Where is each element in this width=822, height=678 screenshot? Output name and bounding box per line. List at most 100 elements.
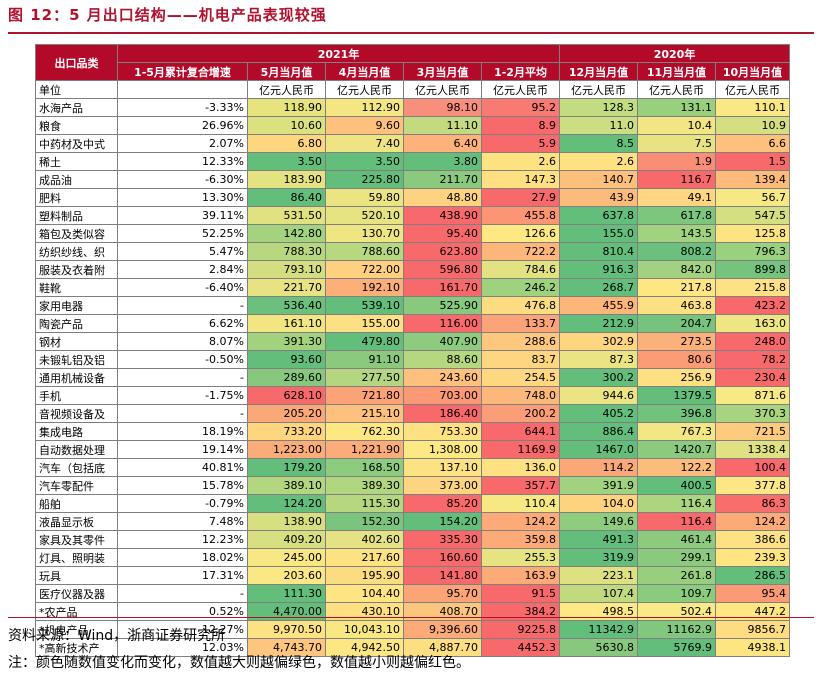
value-cell: 56.7 bbox=[715, 188, 791, 207]
value-cell: 463.8 bbox=[637, 296, 717, 315]
table-row: 灯具、照明装 18.02% 245.00 217.60 160.60 255.3 319.9… bbox=[35, 548, 791, 567]
value-cell: 793.10 bbox=[247, 260, 326, 279]
growth-cell: - bbox=[117, 368, 248, 387]
growth-cell: 5.47% bbox=[117, 242, 248, 261]
value-cell: 461.4 bbox=[637, 530, 717, 549]
value-cell: 110.1 bbox=[715, 98, 791, 117]
header-row-groups: 出口品类 2021年 2020年 bbox=[35, 44, 791, 81]
value-cell: 104.0 bbox=[559, 494, 639, 513]
table-row: 鞋靴 -6.40% 221.70 192.10 161.70 246.2 268.7 217.… bbox=[35, 278, 791, 297]
value-cell: 1420.7 bbox=[637, 440, 717, 459]
value-cell: 9225.8 bbox=[480, 620, 561, 639]
value-cell: 161.10 bbox=[247, 314, 326, 333]
category-name-cell: 成品油 bbox=[35, 170, 118, 189]
value-cell: 277.50 bbox=[325, 368, 404, 387]
export-structure-table: 出口品类 2021年 2020年 1-5月累计复合增速 5月当月值 4月当月值 … bbox=[35, 44, 791, 657]
value-cell: 596.80 bbox=[403, 260, 482, 279]
value-cell: 617.8 bbox=[637, 206, 717, 225]
growth-cell: - bbox=[117, 404, 248, 423]
source-note: 资料来源：Wind，浙商证券研究所 bbox=[8, 628, 226, 644]
column-header: 1-2月平均 bbox=[480, 62, 561, 81]
growth-cell: 18.19% bbox=[117, 422, 248, 441]
table-row: 手机 -1.75% 628.10 721.80 703.00 748.0 944.6 1379… bbox=[35, 386, 791, 405]
value-cell: 125.8 bbox=[715, 224, 791, 243]
value-cell: 5.9 bbox=[480, 134, 561, 153]
category-name-cell: 陶瓷产品 bbox=[35, 314, 118, 333]
value-cell: 168.50 bbox=[325, 458, 404, 477]
value-cell: 59.80 bbox=[325, 188, 404, 207]
value-cell: 370.3 bbox=[715, 404, 791, 423]
value-cell: 104.40 bbox=[325, 584, 404, 603]
value-cell: 767.3 bbox=[637, 422, 717, 441]
value-cell: 438.90 bbox=[403, 206, 482, 225]
value-cell: 447.2 bbox=[715, 602, 791, 621]
value-cell: 6.40 bbox=[403, 134, 482, 153]
value-cell: 160.60 bbox=[403, 548, 482, 567]
value-cell: 1169.9 bbox=[480, 440, 561, 459]
value-cell: 112.90 bbox=[325, 98, 404, 117]
value-cell: 116.7 bbox=[637, 170, 717, 189]
value-cell: 116.00 bbox=[403, 314, 482, 333]
column-header: 4月当月值 bbox=[325, 62, 404, 81]
value-cell: 256.9 bbox=[637, 368, 717, 387]
value-cell: 335.30 bbox=[403, 530, 482, 549]
value-cell: 248.0 bbox=[715, 332, 791, 351]
value-cell: 217.8 bbox=[637, 278, 717, 297]
value-cell: 871.6 bbox=[715, 386, 791, 405]
table-row: 纺织纱线、织 5.47% 788.30 788.60 623.80 722.2 810.4 8… bbox=[35, 242, 791, 261]
value-cell: 377.8 bbox=[715, 476, 791, 495]
growth-cell: 6.62% bbox=[117, 314, 248, 333]
value-cell: 230.4 bbox=[715, 368, 791, 387]
value-cell: 389.30 bbox=[325, 476, 404, 495]
value-cell: 179.20 bbox=[247, 458, 326, 477]
value-cell: 733.20 bbox=[247, 422, 326, 441]
value-cell: 124.20 bbox=[247, 494, 326, 513]
value-cell: 205.20 bbox=[247, 404, 326, 423]
value-cell: 796.3 bbox=[715, 242, 791, 261]
figure-title: 图 12：5 月出口结构——机电产品表现较强 bbox=[8, 6, 327, 24]
value-cell: 788.60 bbox=[325, 242, 404, 261]
growth-cell: 39.11% bbox=[117, 206, 248, 225]
growth-cell: 52.25% bbox=[117, 224, 248, 243]
table-row: 稀土 12.33% 3.50 3.50 3.80 2.6 2.6 1.9 1.5 bbox=[35, 152, 791, 171]
value-cell: 396.8 bbox=[637, 404, 717, 423]
value-cell: 212.9 bbox=[559, 314, 639, 333]
growth-cell: -3.33% bbox=[117, 98, 248, 117]
value-cell: 479.80 bbox=[325, 332, 404, 351]
category-name-cell: 粮食 bbox=[35, 116, 118, 135]
growth-cell: 2.07% bbox=[117, 134, 248, 153]
value-cell: 628.10 bbox=[247, 386, 326, 405]
value-cell: 384.2 bbox=[480, 602, 561, 621]
value-cell: 131.1 bbox=[637, 98, 717, 117]
value-cell: 886.4 bbox=[559, 422, 639, 441]
value-cell: 916.3 bbox=[559, 260, 639, 279]
value-cell: 149.6 bbox=[559, 512, 639, 531]
value-cell: 391.9 bbox=[559, 476, 639, 495]
value-cell: 357.7 bbox=[480, 476, 561, 495]
value-cell: 126.6 bbox=[480, 224, 561, 243]
value-cell: 7.40 bbox=[325, 134, 404, 153]
value-cell: 536.40 bbox=[247, 296, 326, 315]
table-row: 陶瓷产品 6.62% 161.10 155.00 116.00 133.7 212.9 204… bbox=[35, 314, 791, 333]
value-cell: 273.5 bbox=[637, 332, 717, 351]
category-name-cell: 家具及其零件 bbox=[35, 530, 118, 549]
category-name-cell: 钢材 bbox=[35, 332, 118, 351]
value-cell: 110.4 bbox=[480, 494, 561, 513]
table-row: 玩具 17.31% 203.60 195.90 141.80 163.9 223.1 261.… bbox=[35, 566, 791, 585]
growth-cell: 8.07% bbox=[117, 332, 248, 351]
value-cell: 386.6 bbox=[715, 530, 791, 549]
category-name-cell: 汽车（包括底 bbox=[35, 458, 118, 477]
growth-cell: - bbox=[117, 296, 248, 315]
group-header-2021: 2021年 bbox=[116, 44, 561, 63]
value-cell: 142.80 bbox=[247, 224, 326, 243]
value-cell: 200.2 bbox=[480, 404, 561, 423]
value-cell: 147.3 bbox=[480, 170, 561, 189]
value-cell: 389.10 bbox=[247, 476, 326, 495]
value-cell: 6.80 bbox=[247, 134, 326, 153]
value-cell: 116.4 bbox=[637, 494, 717, 513]
table-row: 汽车零配件 15.78% 389.10 389.30 373.00 357.7 391.9 4… bbox=[35, 476, 791, 495]
value-cell: 122.2 bbox=[637, 458, 717, 477]
value-cell: 491.3 bbox=[559, 530, 639, 549]
value-cell: 163.0 bbox=[715, 314, 791, 333]
unit-cell: 亿元人民币 bbox=[403, 80, 482, 99]
